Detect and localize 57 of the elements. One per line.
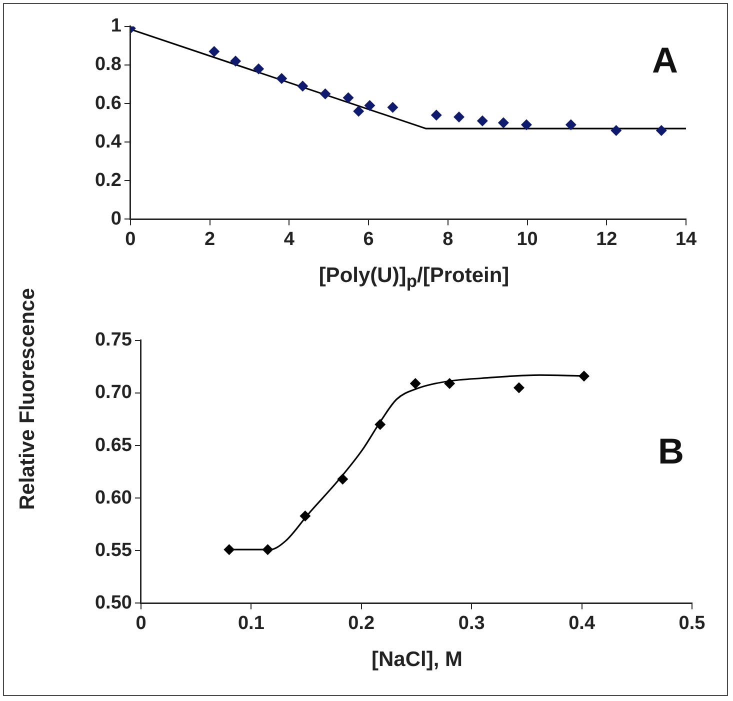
y-tick-label: 0.4 (94, 131, 122, 152)
point (430, 110, 442, 121)
x-tick-label: 0.3 (458, 612, 485, 634)
y-tick-label: 0.65 (94, 434, 132, 456)
point (610, 125, 622, 136)
y-tick-label: 0.2 (94, 170, 122, 191)
point (454, 112, 465, 123)
point (276, 72, 288, 84)
point (342, 92, 354, 104)
point (230, 56, 242, 67)
point (262, 544, 274, 556)
point (410, 378, 421, 389)
point (565, 119, 576, 130)
point (513, 382, 524, 394)
x-tick-label: 10 (516, 228, 538, 250)
x-axis-title: [NaCl], M (372, 648, 462, 672)
point (337, 474, 348, 485)
y-tick-label: 0.70 (94, 382, 132, 404)
y-tick-label: 0.60 (94, 487, 132, 508)
y-tick-label: 1 (110, 16, 122, 37)
annotation: B (658, 430, 684, 472)
point (297, 80, 308, 92)
point (208, 46, 220, 57)
y-tick-label: 0 (110, 208, 122, 230)
x-tick-label: 0.4 (568, 612, 596, 634)
point (353, 106, 364, 117)
x-tick-label: 0.5 (678, 612, 706, 634)
x-axis-title: [Poly(U)]$_{p}$/[Protein] (318, 264, 510, 292)
x-tick-label: 2 (204, 228, 216, 250)
y-tick-label: 0.50 (94, 592, 132, 614)
point (476, 115, 488, 126)
point (656, 125, 667, 136)
x-tick-label: 0 (136, 612, 146, 634)
y-tick-label: 0.55 (94, 540, 132, 561)
y-tick-label: 0.8 (94, 54, 122, 76)
point (253, 63, 264, 74)
y-tick-label: 0.6 (94, 92, 122, 114)
point (224, 544, 235, 556)
x-tick-label: 12 (596, 228, 618, 250)
x-tick-label: 8 (442, 228, 454, 250)
x-tick-label: 6 (363, 228, 374, 250)
point (444, 378, 456, 389)
y-axis-title: Relative Fluorescence (16, 288, 40, 510)
annotation: A (652, 39, 678, 80)
point (387, 102, 398, 113)
point (374, 418, 386, 430)
point (498, 117, 509, 128)
point (300, 510, 311, 522)
point (364, 100, 376, 111)
x-tick-label: 0.1 (238, 612, 265, 634)
point (520, 119, 532, 130)
x-tick-label: 14 (675, 228, 697, 250)
point (578, 370, 590, 382)
y-tick-label: 0.75 (94, 330, 132, 351)
point (320, 88, 331, 100)
x-tick-label: 4 (284, 228, 295, 250)
x-tick-label: 0.2 (348, 612, 375, 634)
